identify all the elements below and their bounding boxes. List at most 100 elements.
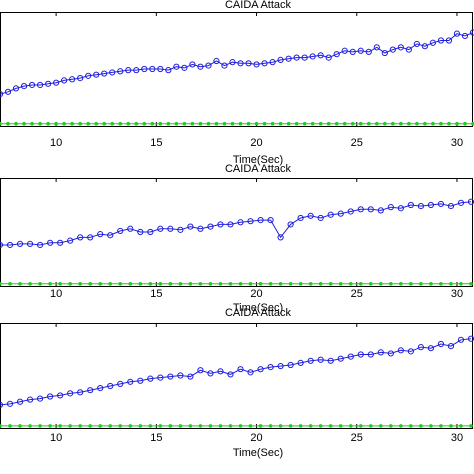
- data-point: [437, 340, 445, 348]
- data-point: [387, 204, 394, 211]
- data-point: [148, 282, 153, 286]
- data-point: [437, 200, 445, 208]
- data-point: [127, 378, 134, 385]
- data-point: [457, 199, 465, 206]
- data-point: [177, 372, 184, 379]
- data-point: [207, 223, 214, 230]
- panel-3-title: CAIDA Attack: [225, 307, 292, 319]
- data-point: [87, 234, 94, 241]
- data-point: [309, 53, 316, 60]
- data-point: [429, 282, 433, 286]
- data-point: [36, 81, 44, 89]
- data-point: [86, 121, 90, 126]
- data-point: [328, 424, 333, 428]
- data-point: [407, 348, 414, 355]
- data-point: [117, 68, 124, 75]
- x-tick-label: 20: [250, 137, 262, 149]
- series-line: [0, 32, 474, 95]
- data-point: [301, 54, 308, 61]
- data-point: [449, 282, 453, 286]
- data-point: [267, 217, 274, 224]
- data-point: [447, 343, 455, 350]
- data-point: [407, 121, 411, 126]
- data-point: [228, 424, 233, 428]
- data-point: [258, 424, 263, 428]
- data-point: [8, 424, 12, 428]
- data-point: [77, 234, 84, 241]
- data-point: [238, 282, 243, 286]
- data-point: [427, 345, 435, 352]
- x-tick-label: 10: [50, 432, 62, 444]
- data-point: [287, 361, 294, 369]
- data-point: [268, 424, 273, 428]
- data-point: [298, 282, 303, 286]
- data-point: [57, 392, 64, 399]
- data-point: [94, 121, 99, 126]
- data-point: [317, 52, 324, 59]
- data-point: [109, 69, 116, 76]
- data-point: [427, 201, 435, 209]
- data-point: [348, 282, 353, 286]
- data-point: [68, 424, 72, 428]
- data-point: [308, 424, 313, 428]
- data-point: [168, 282, 173, 286]
- data-point: [53, 79, 60, 86]
- data-point: [237, 219, 244, 226]
- data-point: [98, 424, 103, 428]
- data-point: [457, 336, 465, 343]
- data-point: [57, 239, 64, 246]
- data-point: [198, 282, 203, 286]
- x-tick-label: 10: [50, 137, 62, 149]
- data-point: [12, 85, 20, 92]
- data-point: [6, 241, 14, 249]
- data-point: [469, 282, 473, 286]
- data-point: [455, 121, 459, 126]
- data-point: [389, 46, 396, 53]
- data-point: [286, 121, 291, 126]
- data-point: [459, 282, 463, 286]
- data-point: [447, 121, 451, 126]
- x-tick-label: 20: [250, 432, 262, 444]
- data-point: [85, 72, 92, 79]
- data-point: [188, 424, 193, 428]
- data-point: [248, 424, 253, 428]
- data-point: [48, 424, 52, 428]
- data-point: [167, 373, 174, 380]
- data-point: [20, 83, 28, 90]
- x-tick-label: 10: [50, 288, 62, 300]
- data-point: [147, 375, 154, 382]
- panel-1: CAIDA Attack Time(Sec) 10 15 20 25 30: [0, 0, 474, 166]
- data-point: [357, 47, 364, 54]
- data-point: [190, 121, 195, 126]
- data-point: [317, 356, 324, 363]
- data-point: [262, 121, 267, 126]
- data-point: [405, 46, 412, 53]
- data-point: [287, 221, 294, 228]
- data-point: [36, 395, 44, 402]
- data-point: [267, 364, 274, 371]
- data-point: [77, 389, 84, 396]
- data-point: [0, 282, 2, 286]
- data-point: [368, 424, 373, 428]
- data-point: [6, 121, 10, 126]
- data-point: [461, 32, 469, 40]
- data-point: [278, 424, 283, 428]
- data-point: [157, 225, 164, 232]
- data-point: [157, 374, 164, 381]
- data-point: [108, 424, 113, 428]
- x-tick-label: 15: [150, 288, 162, 300]
- data-point: [187, 373, 194, 380]
- data-point: [278, 121, 283, 126]
- x-tick-label: 30: [451, 288, 463, 300]
- data-point: [227, 221, 234, 228]
- data-point: [98, 282, 103, 286]
- data-point: [310, 121, 315, 126]
- data-point: [58, 282, 62, 286]
- panel-1-title: CAIDA Attack: [225, 0, 292, 11]
- data-point: [149, 65, 156, 73]
- data-point: [208, 282, 213, 286]
- data-point: [254, 121, 259, 126]
- data-point: [288, 424, 293, 428]
- data-point: [238, 121, 243, 126]
- data-point: [0, 241, 4, 249]
